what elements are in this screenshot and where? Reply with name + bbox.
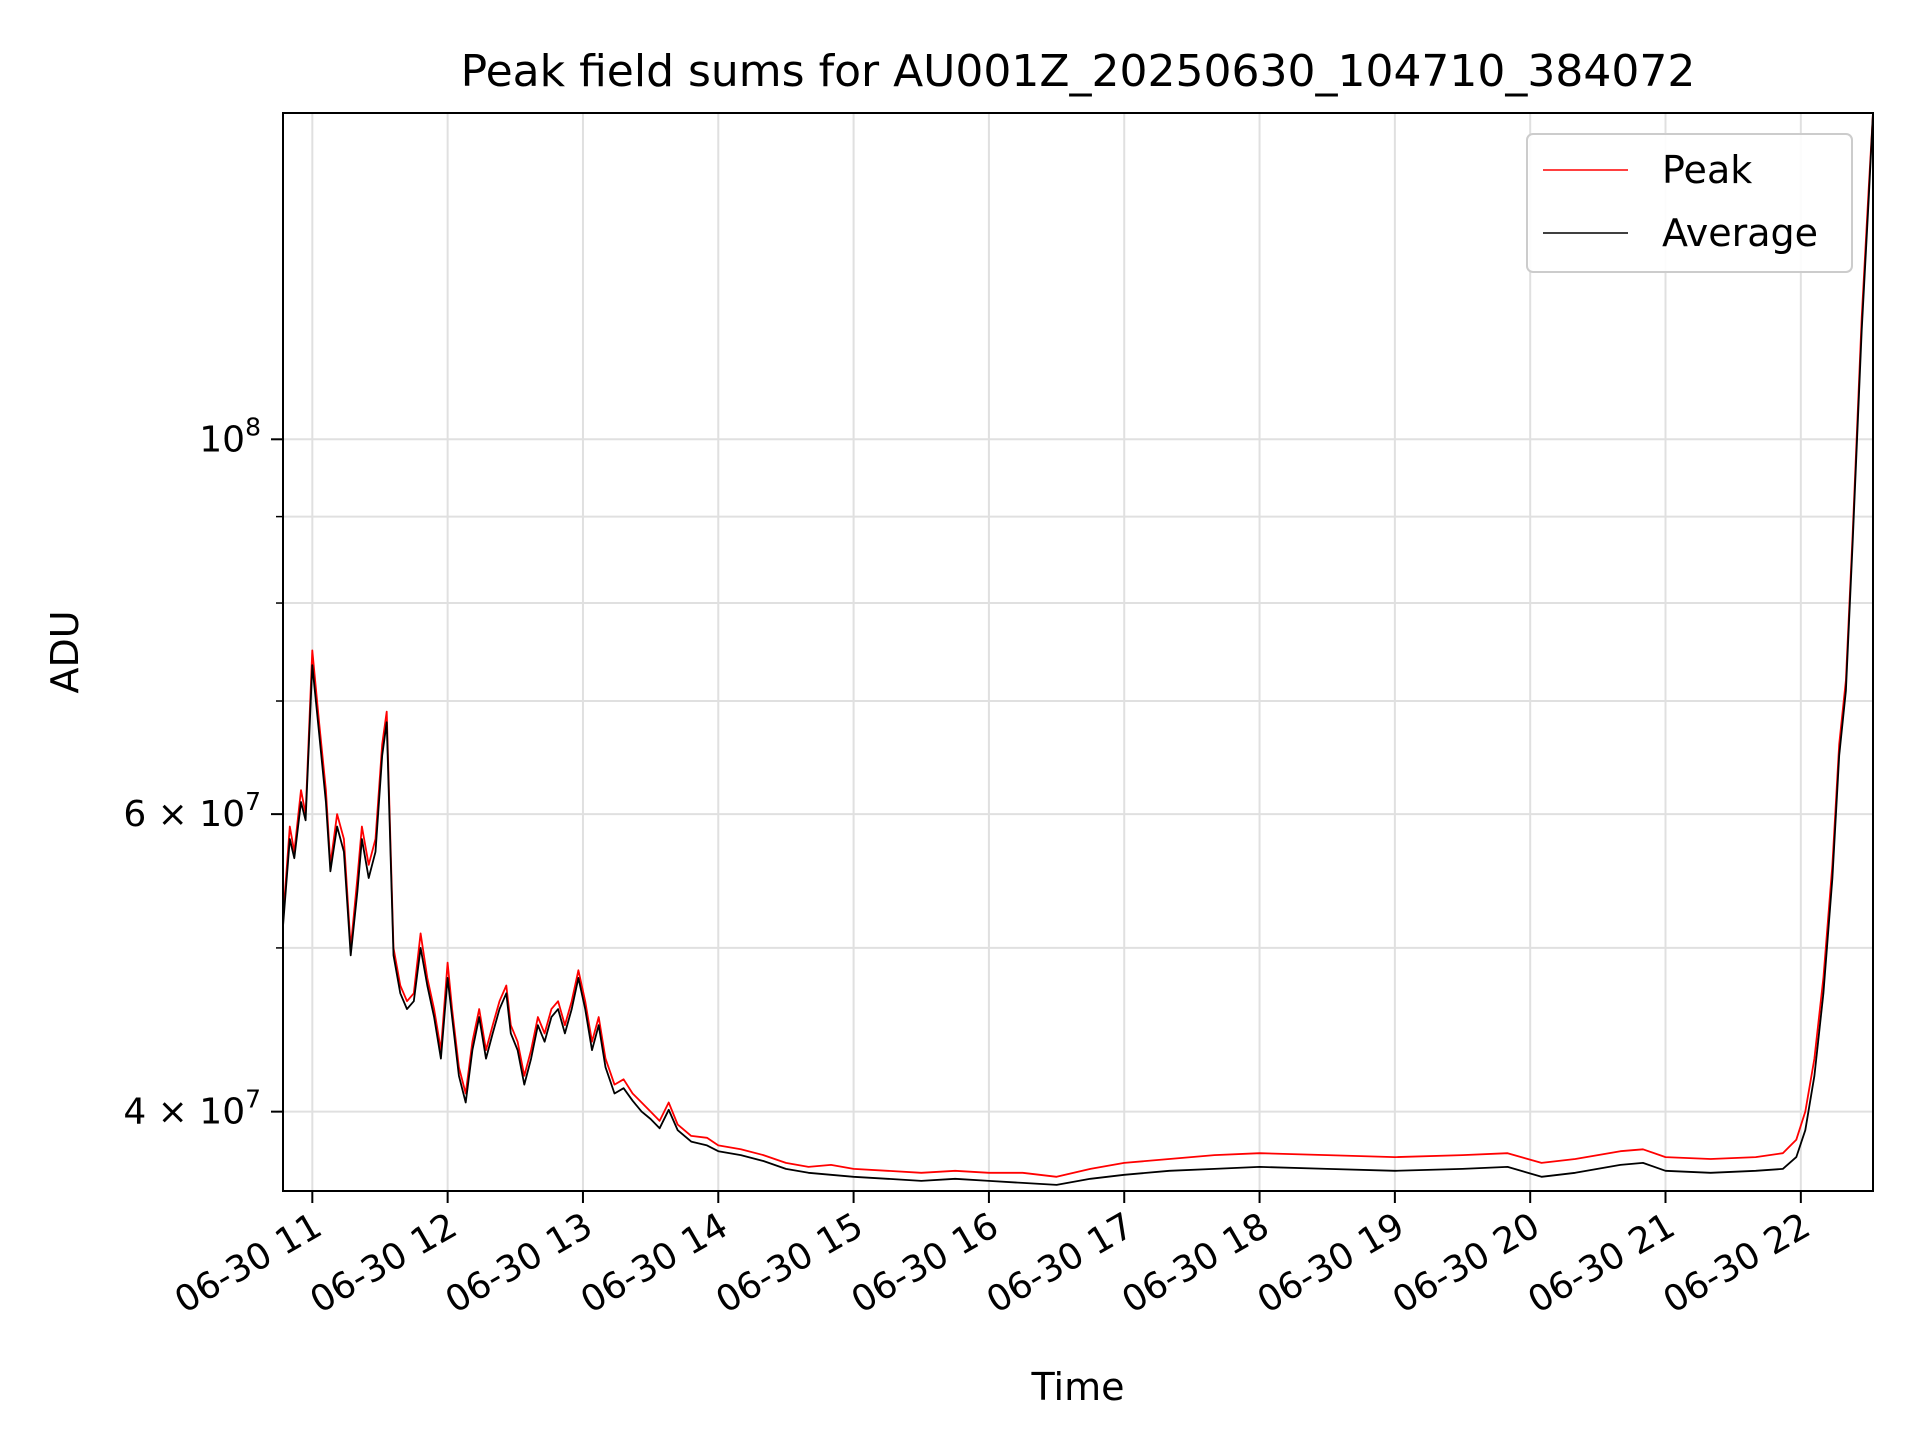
series-line-average — [282, 112, 1874, 1186]
x-tick-label: 06-30 15 — [709, 1205, 870, 1321]
x-tick-label: 06-30 13 — [439, 1205, 600, 1321]
y-tick-label-exponent: 7 — [245, 787, 261, 816]
y-tick-label: 6 × 107 — [123, 787, 261, 835]
x-tick-label: 06-30 18 — [1115, 1205, 1276, 1321]
x-tick-label: 06-30 11 — [168, 1205, 329, 1321]
y-tick-label-exponent: 8 — [245, 412, 261, 441]
y-axis-label: ADU — [43, 610, 87, 693]
x-gridlines — [311, 113, 1802, 1191]
x-tick-label: 06-30 22 — [1657, 1205, 1818, 1321]
y-tick-label: 108 — [199, 412, 261, 460]
y-tick-label-base: 6 × 10 — [123, 794, 245, 835]
plot-frame — [282, 112, 1874, 1192]
series-layer — [282, 112, 1874, 1186]
y-tick-label-base: 4 × 10 — [123, 1092, 245, 1133]
x-tick-label: 06-30 20 — [1386, 1205, 1547, 1321]
x-tick-label: 06-30 17 — [980, 1205, 1141, 1321]
x-tick-label: 06-30 12 — [303, 1205, 464, 1321]
x-tick-label: 06-30 14 — [574, 1205, 735, 1321]
y-tick-label-exponent: 7 — [245, 1085, 261, 1114]
x-tick-label: 06-30 19 — [1251, 1205, 1412, 1321]
x-axis-label: Time — [1031, 1365, 1125, 1409]
chart-title: Peak field sums for AU001Z_20250630_1047… — [461, 46, 1696, 97]
y-tick-label: 4 × 107 — [123, 1085, 261, 1133]
x-tick-label: 06-30 21 — [1521, 1205, 1682, 1321]
legend-label-average: Average — [1662, 211, 1818, 255]
legend-box — [1526, 133, 1853, 273]
series-line-peak — [282, 112, 1874, 1178]
legend: Peak Average — [1526, 133, 1853, 273]
x-tick-label: 06-30 16 — [845, 1205, 1006, 1321]
legend-label-peak: Peak — [1662, 148, 1752, 192]
y-tick-label-base: 10 — [199, 419, 245, 460]
y-gridlines — [283, 438, 1873, 1113]
